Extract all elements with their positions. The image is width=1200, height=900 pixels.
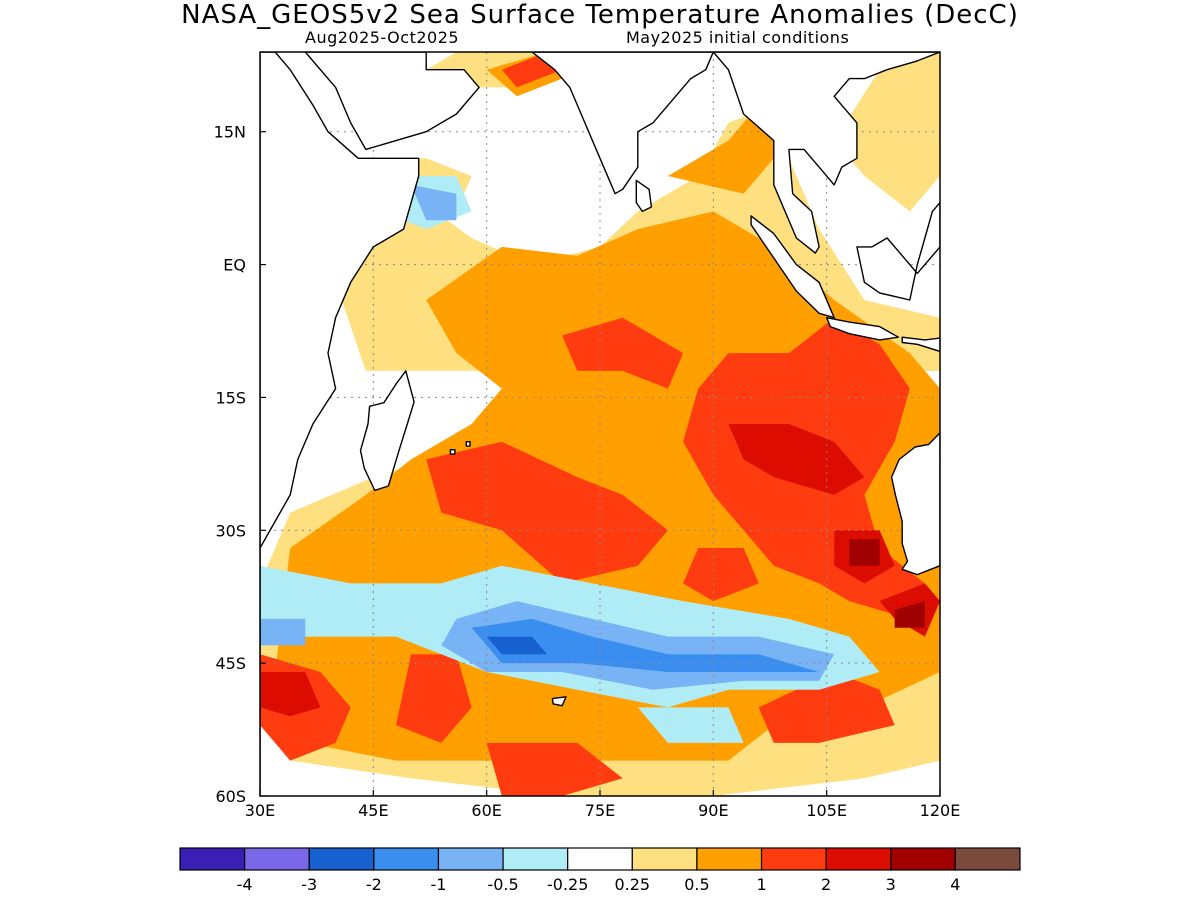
anomaly-region-2 xyxy=(834,52,940,212)
anomaly-region-13 xyxy=(486,742,623,796)
land-sumatra xyxy=(750,215,835,319)
colorbar-label: -0.25 xyxy=(547,875,588,894)
colorbar-label: 3 xyxy=(886,875,896,894)
initial-conditions: May2025 initial conditions xyxy=(626,28,850,47)
land-reunion xyxy=(449,449,456,455)
colorbar-label: 4 xyxy=(950,875,960,894)
lon-tick-label: 120E xyxy=(920,801,961,820)
lat-tick-label: 30S xyxy=(215,521,246,540)
colorbar-swatch-11 xyxy=(890,847,956,871)
colorbar-swatch-3 xyxy=(373,847,440,871)
colorbar-swatch-8 xyxy=(696,847,763,871)
land-mauritius xyxy=(465,441,471,447)
anomaly-region-25 xyxy=(637,707,744,743)
lat-tick-label: 60S xyxy=(215,787,246,806)
land-india xyxy=(531,52,714,195)
lon-tick-label: 75E xyxy=(585,801,615,820)
colorbar-label: -3 xyxy=(301,875,317,894)
colorbar-label: 1 xyxy=(756,875,766,894)
land-arabia xyxy=(304,52,480,151)
land-sri-lanka xyxy=(635,179,653,213)
land-kerguelen xyxy=(551,696,567,707)
anomaly-region-10 xyxy=(426,441,668,584)
anomaly-region-21 xyxy=(849,539,880,566)
colorbar-swatch-12 xyxy=(954,847,1021,871)
colorbar-label: -1 xyxy=(430,875,446,894)
colorbar-label: 0.25 xyxy=(614,875,650,894)
land-java xyxy=(826,317,900,341)
anomaly-region-29 xyxy=(471,618,820,672)
anomaly-region-28 xyxy=(260,618,306,646)
anomaly-region-27 xyxy=(411,184,457,221)
colorbar-label: -0.5 xyxy=(487,875,518,894)
lon-tick-label: 30E xyxy=(245,801,275,820)
anomaly-region-12 xyxy=(396,654,472,743)
colorbar-label: 0.5 xyxy=(684,875,709,894)
colorbar-label: -4 xyxy=(237,875,253,894)
land-madagascar xyxy=(359,370,415,492)
colorbar-swatch-10 xyxy=(825,847,892,871)
lon-tick-label: 90E xyxy=(698,801,728,820)
colorbar: -4 -3 -2 -1 -0.5 -0.25 0.25 0.5 1 2 3 4 xyxy=(179,847,1021,894)
colorbar-swatch-4 xyxy=(437,847,504,871)
land-lesser-sunda xyxy=(901,336,940,353)
land-borneo xyxy=(856,201,940,301)
colorbar-swatch-9 xyxy=(760,847,827,871)
anomaly-region-30 xyxy=(486,636,548,655)
lat-tick-label: 15N xyxy=(214,123,246,142)
colorbar-swatch-2 xyxy=(308,847,375,871)
colorbar-swatch-0 xyxy=(179,847,246,871)
anomaly-fills xyxy=(260,52,940,796)
land-africa xyxy=(260,52,420,796)
lon-tick-label: 105E xyxy=(806,801,847,820)
lon-tick-label: 60E xyxy=(471,801,501,820)
lon-tick-label: 45E xyxy=(358,801,388,820)
colorbar-swatch-1 xyxy=(244,847,310,871)
land-australia xyxy=(890,432,940,576)
colorbar-label: 2 xyxy=(821,875,831,894)
anomaly-region-9 xyxy=(562,317,684,389)
lat-tick-label: 15S xyxy=(215,388,246,407)
forecast-period: Aug2025-Oct2025 xyxy=(305,28,460,47)
colorbar-swatch-7 xyxy=(631,847,698,871)
colorbar-swatch-6 xyxy=(567,847,633,871)
coastlines xyxy=(260,52,940,796)
map-title: NASA_GEOS5v2 Sea Surface Temperature Ano… xyxy=(181,0,1019,30)
land-southeast-asia xyxy=(712,52,940,254)
colorbar-label: -2 xyxy=(366,875,382,894)
lat-tick-label: EQ xyxy=(223,256,246,275)
anomaly-region-17 xyxy=(728,424,865,495)
anomaly-region-15 xyxy=(683,548,759,602)
colorbar-swatch-5 xyxy=(502,847,569,871)
lat-tick-label: 45S xyxy=(215,654,246,673)
anomaly-region-22 xyxy=(894,601,925,628)
anomaly-region-14 xyxy=(758,672,895,743)
anomaly-region-19 xyxy=(260,672,321,717)
axis-ticks: 30E 45E 60E 75E 90E 105E 120E 15N EQ 15S 30S 45S 60S xyxy=(214,123,961,820)
